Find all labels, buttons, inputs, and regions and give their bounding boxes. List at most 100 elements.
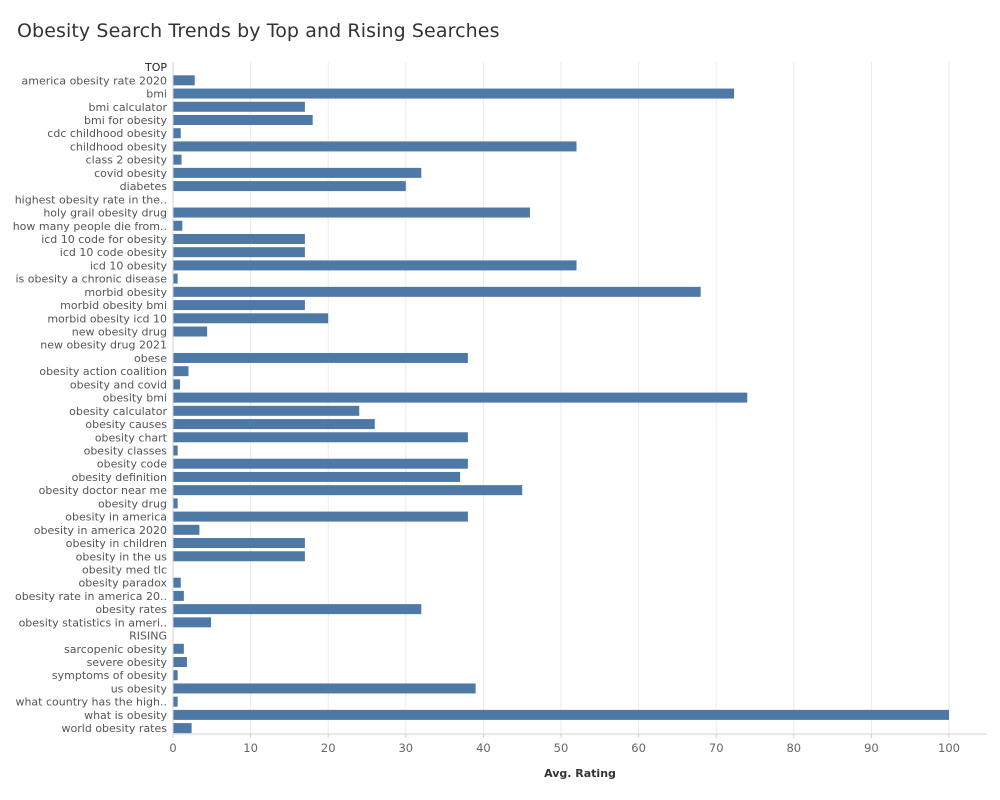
bar-label: symptoms of obesity: [52, 669, 168, 682]
bar-label: obesity action coalition: [39, 365, 167, 378]
bar-label: how many people die from..: [13, 220, 167, 233]
bar[interactable]: [173, 207, 530, 218]
bar-label: bmi for obesity: [84, 114, 167, 127]
bar[interactable]: [173, 273, 178, 284]
bar[interactable]: [173, 485, 523, 496]
bar-label: childhood obesity: [70, 140, 168, 153]
bar-label: new obesity drug: [72, 326, 167, 339]
bar[interactable]: [173, 167, 422, 178]
bar-label: obesity code: [97, 458, 167, 471]
bar[interactable]: [173, 498, 178, 509]
bar-label: obesity drug: [98, 497, 167, 510]
bar-label: new obesity drug 2021: [40, 339, 167, 352]
bar[interactable]: [173, 657, 187, 668]
bar-label: morbid obesity bmi: [60, 299, 167, 312]
x-tick-label: 80: [786, 741, 801, 755]
bar-label: cdc childhood obesity: [47, 127, 167, 140]
bar[interactable]: [173, 577, 181, 588]
bar-label: icd 10 obesity: [90, 259, 168, 272]
bar-label: obesity causes: [85, 418, 167, 431]
bar[interactable]: [173, 683, 476, 694]
bar-label: world obesity rates: [62, 722, 168, 735]
group-header-label: TOP: [144, 61, 167, 74]
bar-label: obesity statistics in ameri..: [19, 616, 167, 629]
bar-label: what country has the high..: [15, 696, 167, 709]
bar[interactable]: [173, 75, 195, 86]
bar-label: class 2 obesity: [86, 154, 168, 167]
bar[interactable]: [173, 458, 468, 469]
bar[interactable]: [173, 154, 182, 165]
bar[interactable]: [173, 141, 577, 152]
bar[interactable]: [173, 590, 184, 601]
bar[interactable]: [173, 392, 748, 403]
bar[interactable]: [173, 643, 184, 654]
bar[interactable]: [173, 352, 468, 363]
bar[interactable]: [173, 379, 180, 390]
bar-label: bmi: [146, 88, 167, 101]
bar[interactable]: [173, 538, 305, 549]
x-tick-label: 30: [398, 741, 413, 755]
bar-label: america obesity rate 2020: [21, 74, 167, 87]
bar[interactable]: [173, 709, 949, 720]
bar-label: obesity doctor near me: [39, 484, 168, 497]
bar[interactable]: [173, 247, 305, 258]
bar[interactable]: [173, 220, 183, 231]
bar[interactable]: [173, 432, 468, 443]
bars: [173, 75, 949, 734]
x-tick-label: 50: [554, 741, 569, 755]
bar-label: obesity classes: [84, 444, 168, 457]
bar-label: diabetes: [120, 180, 168, 193]
bar[interactable]: [173, 723, 192, 734]
bar[interactable]: [173, 128, 181, 139]
bar[interactable]: [173, 405, 360, 416]
bar[interactable]: [173, 88, 735, 99]
bar[interactable]: [173, 604, 422, 615]
bar-label: obesity rates: [95, 603, 167, 616]
bar[interactable]: [173, 511, 468, 522]
bar[interactable]: [173, 233, 305, 244]
bar-label: obesity paradox: [79, 577, 168, 590]
bar-label: us obesity: [111, 682, 168, 695]
x-tick-label: 20: [321, 741, 336, 755]
bar[interactable]: [173, 300, 305, 311]
bar-label: obesity med tlc: [82, 563, 167, 576]
bar[interactable]: [173, 181, 406, 192]
bar[interactable]: [173, 260, 577, 271]
bar[interactable]: [173, 366, 189, 377]
x-axis: 0 10 20 30 40 50 60 70 80 90 100: [169, 62, 987, 755]
bar-label: holy grail obesity drug: [43, 207, 167, 220]
bar[interactable]: [173, 551, 305, 562]
bar-label: obesity in the us: [76, 550, 168, 563]
bar[interactable]: [173, 313, 329, 324]
bar-label: obesity rate in america 20..: [15, 590, 167, 603]
bar-label: obesity and covid: [70, 378, 167, 391]
bar[interactable]: [173, 445, 178, 456]
bar-label: obese: [134, 352, 167, 365]
bar[interactable]: [173, 419, 375, 430]
bar[interactable]: [173, 114, 313, 125]
bar[interactable]: [173, 696, 178, 707]
bar-label: icd 10 code for obesity: [41, 233, 167, 246]
bar[interactable]: [173, 524, 200, 535]
bar-label: morbid obesity: [84, 286, 167, 299]
chart-title: Obesity Search Trends by Top and Rising …: [17, 20, 500, 42]
bar[interactable]: [173, 617, 212, 628]
bar[interactable]: [173, 286, 701, 297]
bar[interactable]: [173, 670, 178, 681]
group-header-label: RISING: [129, 630, 167, 643]
bar[interactable]: [173, 326, 208, 337]
x-axis-title: Avg. Rating: [544, 767, 616, 780]
bar-label: what is obesity: [84, 709, 167, 722]
bar-label: severe obesity: [87, 656, 168, 669]
x-tick-label: 0: [169, 741, 176, 755]
x-tick-label: 60: [631, 741, 646, 755]
bar-label: obesity in children: [66, 537, 167, 550]
bar-label: covid obesity: [94, 167, 167, 180]
bar[interactable]: [173, 101, 305, 112]
bar[interactable]: [173, 471, 461, 482]
bar-label: is obesity a chronic disease: [16, 273, 168, 286]
bar-label: obesity bmi: [103, 392, 167, 405]
bar-label: obesity in america 2020: [34, 524, 167, 537]
bar-label: bmi calculator: [89, 101, 168, 114]
